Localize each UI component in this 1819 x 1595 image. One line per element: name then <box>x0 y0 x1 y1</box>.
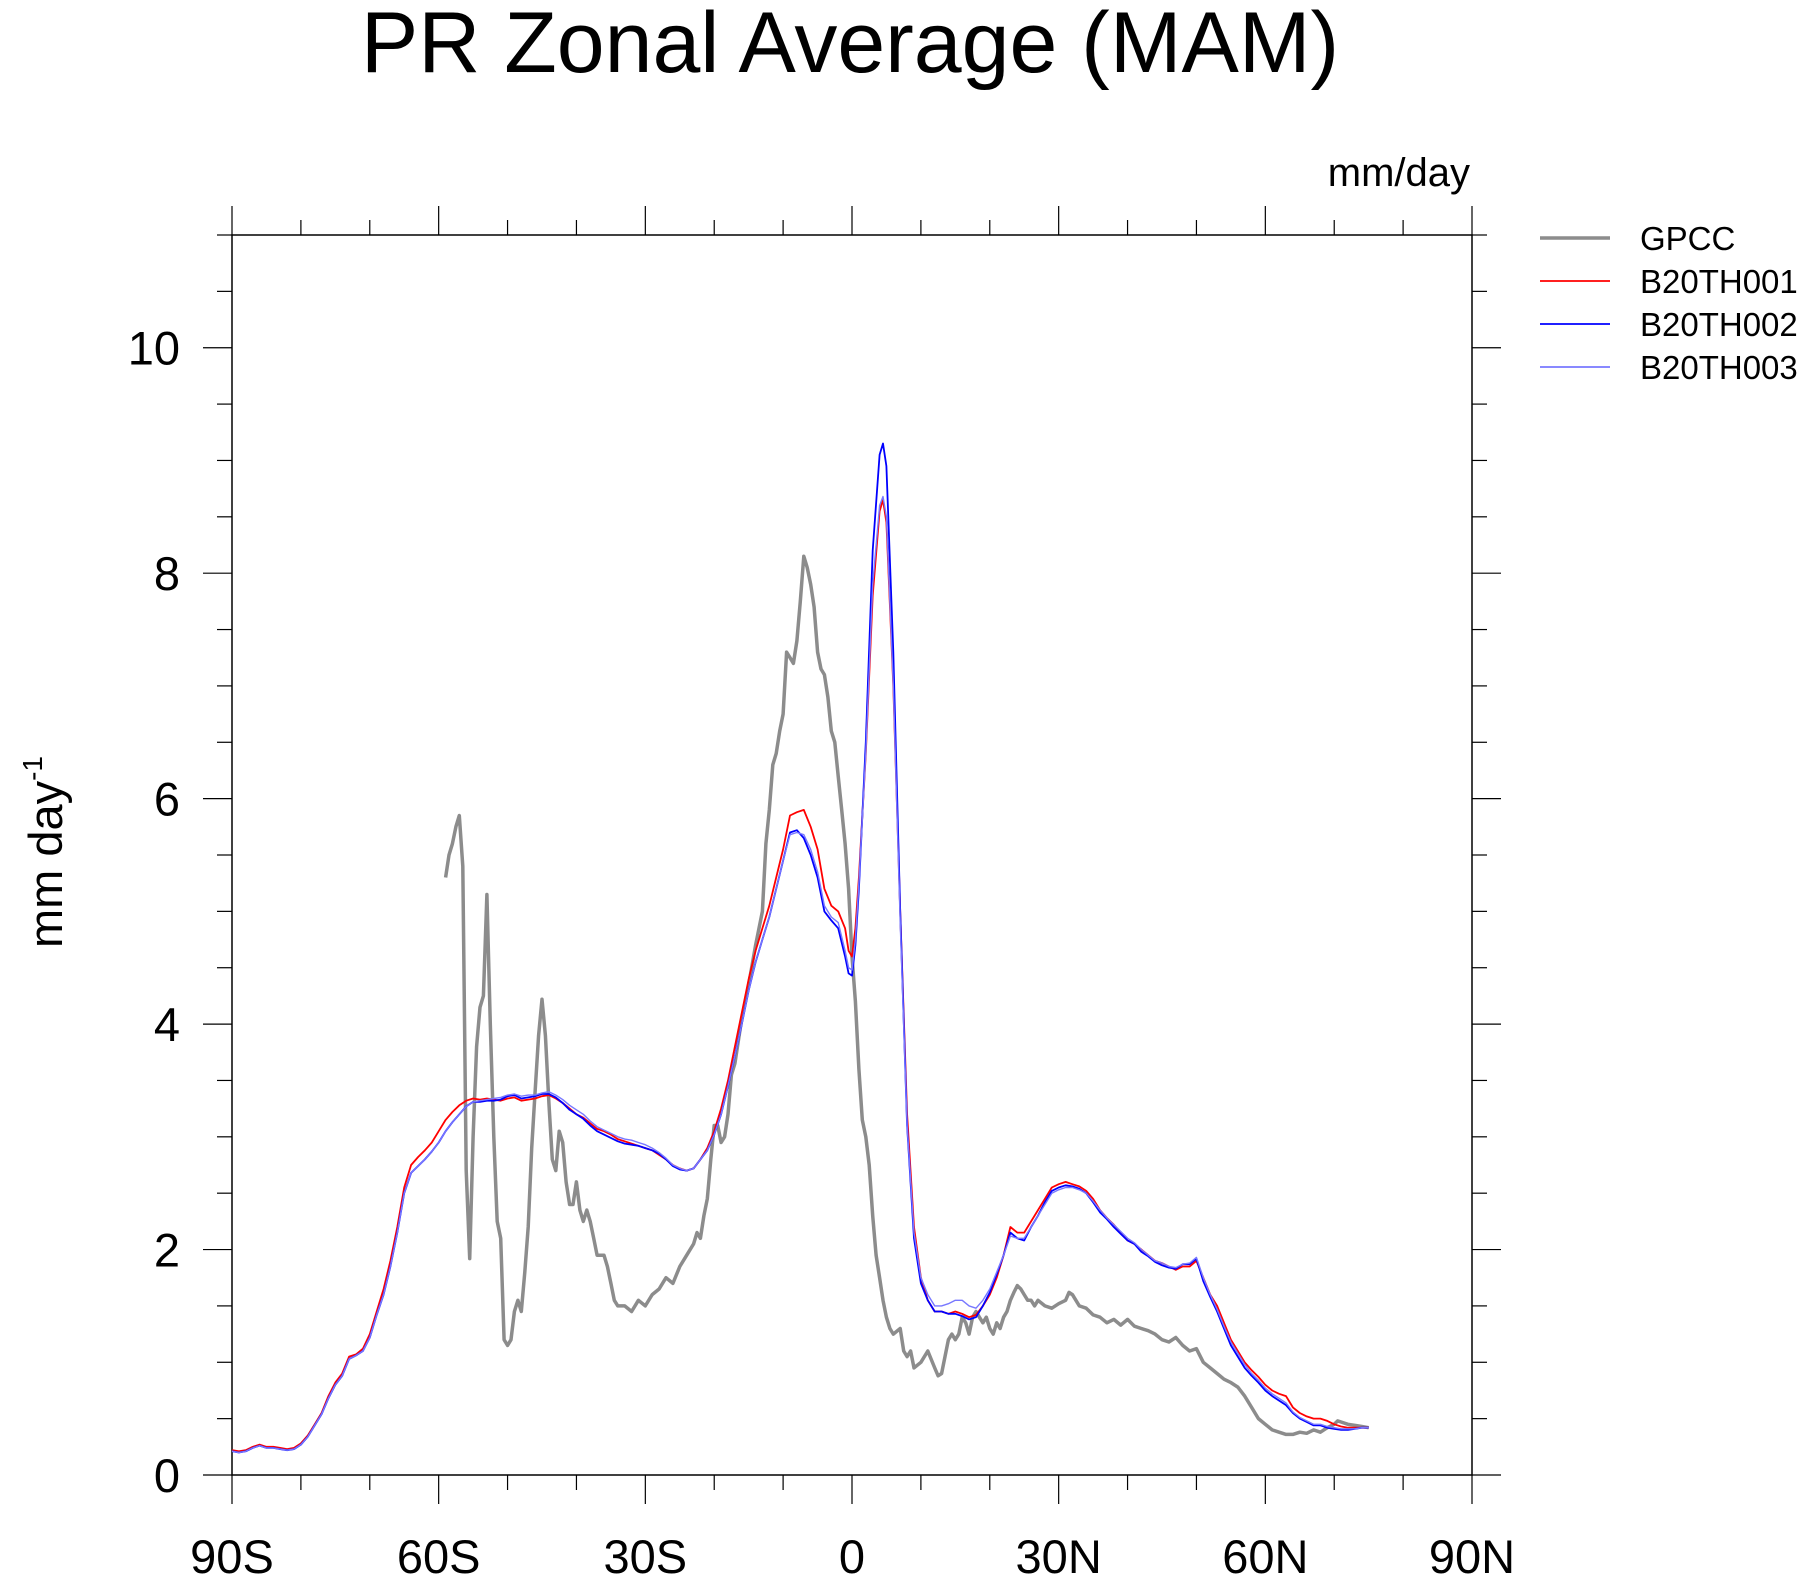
series-line-b20th003 <box>231 495 1369 1454</box>
plot-frame <box>231 234 1473 1476</box>
series-line-b20th001 <box>231 499 1369 1453</box>
x-tick-label: 30N <box>1016 1530 1102 1583</box>
legend-label: B20TH003 <box>1640 349 1798 386</box>
y-axis-title-exponent: -1 <box>17 756 48 781</box>
legend-label: GPCC <box>1640 220 1735 257</box>
x-tick-label: 30S <box>604 1530 688 1583</box>
x-tick-label: 90S <box>190 1530 274 1583</box>
ticks-layer: 90S 60S 30S 0 30N 60N 90N 0 2 4 6 8 10 <box>128 206 1515 1583</box>
y-axis-title: mm day-1 <box>17 756 72 948</box>
svg-text:mm day-1: mm day-1 <box>17 756 72 948</box>
legend-label: B20TH002 <box>1640 306 1798 343</box>
series-layer <box>231 442 1369 1454</box>
y-tick-label: 2 <box>154 1224 180 1277</box>
series-line-gpcc <box>443 554 1369 1437</box>
y-tick-label: 4 <box>154 998 180 1051</box>
y-tick-label: 8 <box>154 547 180 600</box>
y-tick-label: 0 <box>154 1449 180 1502</box>
x-tick-label: 60S <box>397 1530 481 1583</box>
plot-area <box>231 234 1473 1476</box>
units-label: mm/day <box>1328 151 1470 195</box>
y-tick-label: 10 <box>128 322 180 375</box>
chart-title: PR Zonal Average (MAM) <box>361 0 1339 91</box>
y-tick-label: 6 <box>154 773 180 826</box>
x-tick-label: 90N <box>1429 1530 1515 1583</box>
x-tick-label: 60N <box>1222 1530 1308 1583</box>
y-axis-title-text: mm day <box>19 780 72 948</box>
legend-label: B20TH001 <box>1640 263 1798 300</box>
legend: GPCC B20TH001 B20TH002 B20TH003 <box>1540 220 1798 386</box>
x-tick-label: 0 <box>839 1530 865 1583</box>
